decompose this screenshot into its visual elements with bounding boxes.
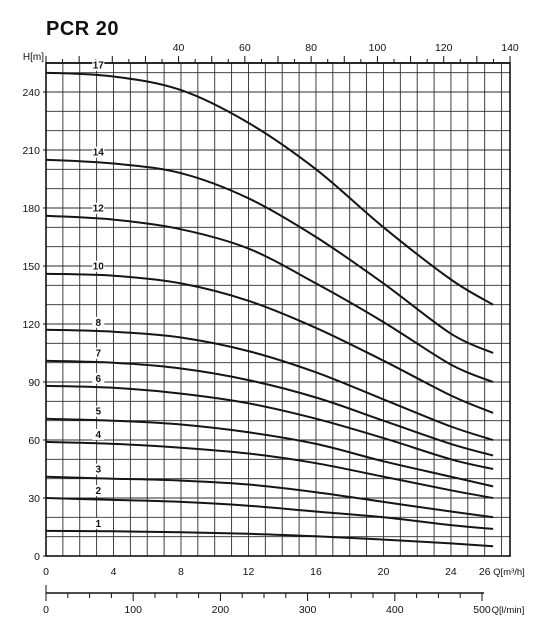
lmin-tick-label: 0 [43,604,49,616]
x-tick-label: 8 [178,566,184,578]
curve-label-12: 12 [93,204,105,215]
curve-label-14: 14 [93,148,105,159]
top-axis-tick-label: 140 [501,42,519,54]
lmin-tick-label: 400 [386,604,404,616]
x-tick-label: 26 [479,566,491,578]
curve-label-bg [92,260,105,272]
curve-line-8 [45,328,494,441]
curve-label-bg [92,485,105,496]
y-tick-label: 150 [22,261,40,273]
curve-line-10 [45,272,494,414]
curve-label-bg [92,372,105,384]
x-tick-label: 20 [378,566,390,578]
x-axis-label: Q[m³/h] [493,567,525,578]
curve-line-4 [45,440,494,499]
curve-label-bg [92,517,105,529]
x-tick-label: 4 [111,566,117,578]
curve-label-1: 1 [96,519,102,530]
y-tick-label: 180 [22,203,40,215]
curve-label-bg [92,463,105,475]
curve-label-17: 17 [93,61,105,72]
curve-line-3 [45,475,494,519]
x-tick-label: 16 [310,566,322,578]
curve-label-3: 3 [96,465,102,476]
curve-label-8: 8 [96,318,102,329]
curve-label-7: 7 [96,349,102,360]
curve-label-bg [92,59,105,71]
curve-line-2 [45,497,494,530]
top-axis-tick-label: 40 [173,42,185,54]
plot-frame [45,62,511,557]
top-axis-tick-label: 120 [435,42,453,54]
lmin-tick-label: 300 [299,604,317,616]
y-tick-label: 90 [28,377,40,389]
curve-line-14 [45,158,494,354]
curve-label-bg [92,316,105,328]
y-axis-label: H[m] [23,52,44,63]
x-tick-label: 12 [243,566,255,578]
y-tick-label: 0 [34,551,40,563]
curve-label-bg [92,428,105,440]
top-axis-tick-label: 100 [369,42,387,54]
lmin-axis-label: Q[l/min] [492,605,525,616]
lmin-tick-label: 200 [212,604,230,616]
curve-label-bg [92,146,105,158]
curve-label-5: 5 [96,407,102,418]
y-tick-label: 120 [22,319,40,331]
lmin-tick-label: 100 [124,604,142,616]
curve-line-7 [45,359,494,457]
y-tick-label: 210 [22,145,40,157]
y-tick-label: 240 [22,87,40,99]
curve-line-1 [45,529,494,548]
curve-label-2: 2 [96,486,102,497]
x-tick-label: 24 [445,566,457,578]
chart-title: PCR 20 [46,18,120,40]
curve-line-5 [45,417,494,488]
y-tick-label: 60 [28,435,40,447]
top-axis-tick-label: 80 [305,42,317,54]
curve-label-bg [92,347,105,359]
curve-label-10: 10 [93,262,105,273]
curve-line-12 [45,214,494,383]
curve-label-4: 4 [96,430,102,441]
lmin-tick-label: 500 [473,604,491,616]
y-tick-label: 30 [28,493,40,505]
x-tick-label: 0 [43,566,49,578]
curve-line-17 [45,71,494,306]
curve-line-6 [45,384,494,470]
curve-label-bg [92,405,105,417]
curve-label-6: 6 [96,374,102,385]
curve-label-bg [92,202,105,214]
top-axis-tick-label: 60 [239,42,251,54]
